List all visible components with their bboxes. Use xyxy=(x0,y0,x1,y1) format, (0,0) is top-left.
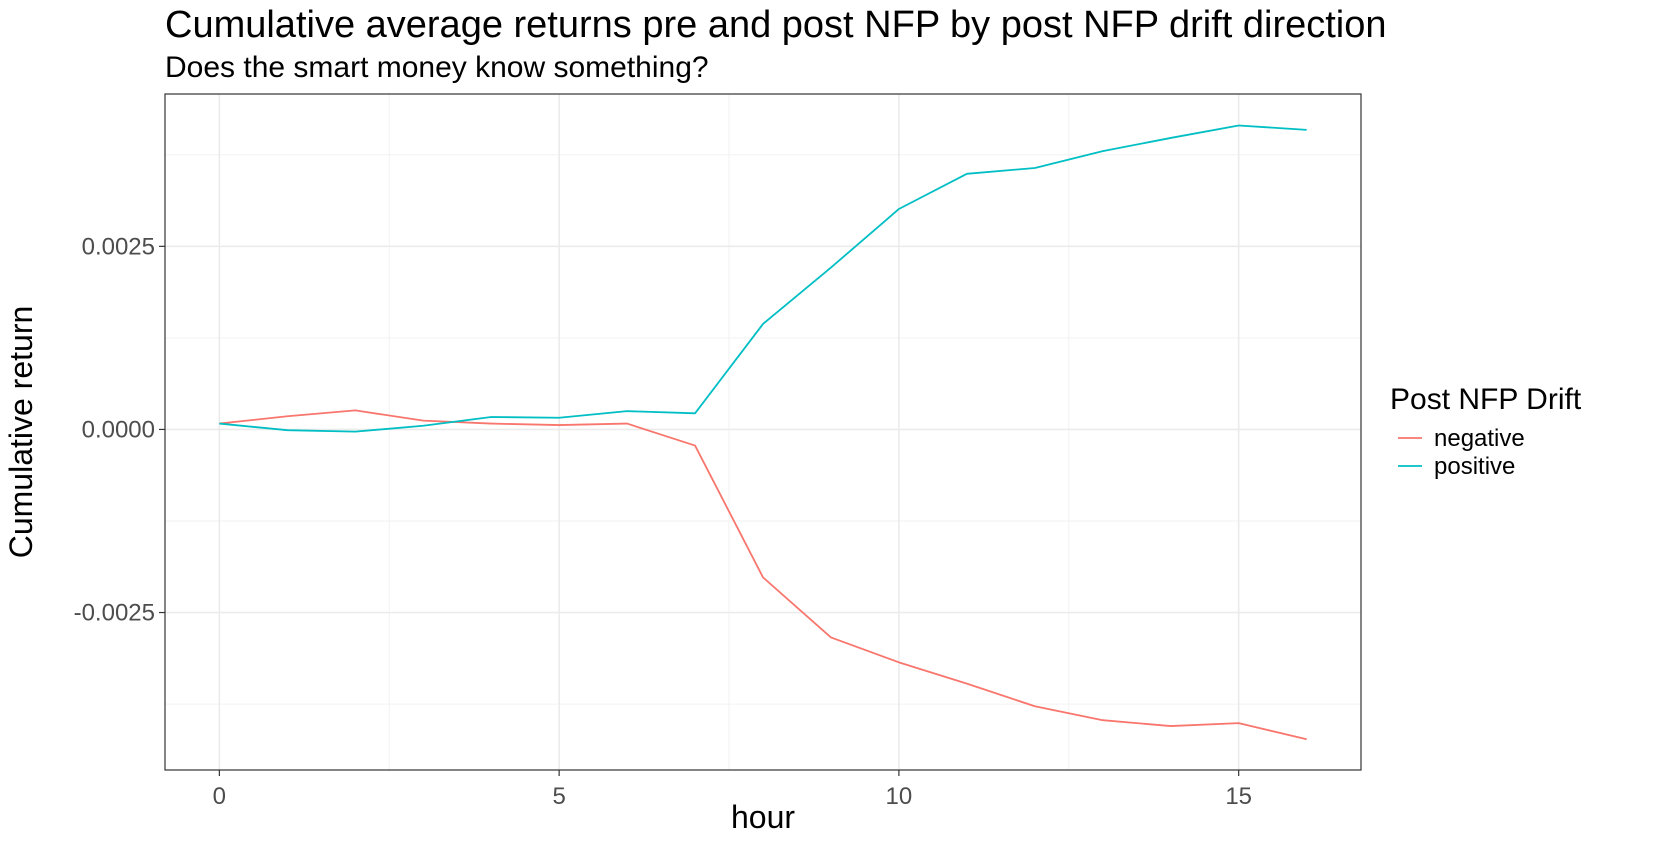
x-tick-label: 0 xyxy=(213,783,226,810)
x-axis-title: hour xyxy=(731,799,795,835)
legend-title: Post NFP Drift xyxy=(1390,383,1582,416)
legend-label-positive: positive xyxy=(1434,453,1515,480)
chart-subtitle: Does the smart money know something? xyxy=(165,51,709,84)
y-axis-title: Cumulative return xyxy=(3,306,39,559)
x-tick-label: 10 xyxy=(886,783,913,810)
legend-label-negative: negative xyxy=(1434,425,1525,452)
x-tick-label: 5 xyxy=(552,783,565,810)
panel-border xyxy=(164,93,1362,771)
plot-area xyxy=(164,93,1362,771)
y-tick-label: -0.0025 xyxy=(74,600,155,627)
y-axis: -0.0025 0.0000 0.0025 xyxy=(74,233,165,627)
series-line-positive xyxy=(219,124,1307,433)
x-axis: 0 5 10 15 xyxy=(213,770,1252,810)
x-tick-label: 15 xyxy=(1225,783,1252,810)
y-tick-label: 0.0025 xyxy=(82,233,155,260)
series-lines xyxy=(219,124,1307,741)
chart-title: Cumulative average returns pre and post … xyxy=(165,4,1387,46)
series-line-negative xyxy=(219,409,1307,741)
panel-background xyxy=(165,94,1361,770)
grid-lines xyxy=(165,94,1361,770)
y-tick-label: 0.0000 xyxy=(82,416,155,443)
